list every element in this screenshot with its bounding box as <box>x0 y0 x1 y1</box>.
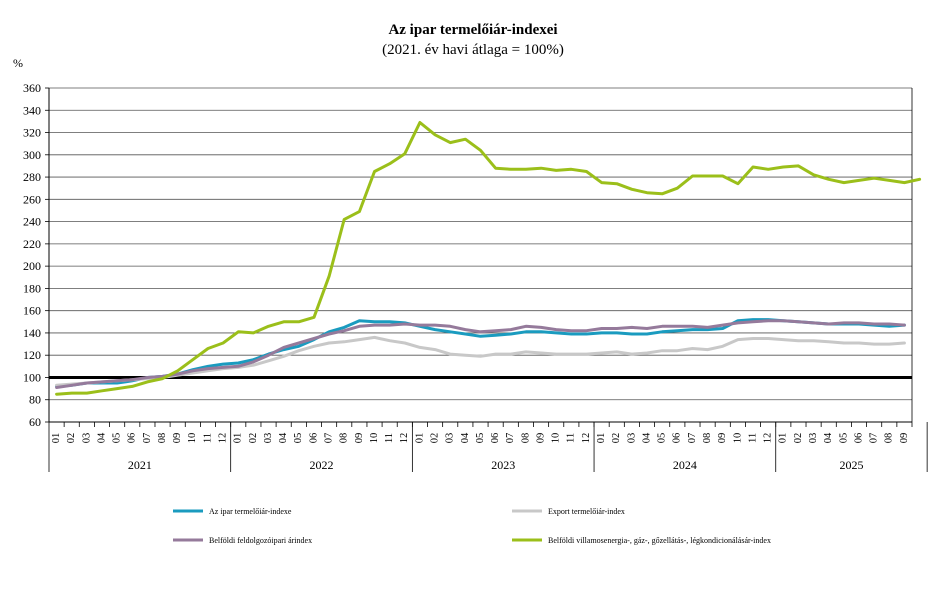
x-tick-label: 10 <box>551 433 562 444</box>
x-tick-label: 10 <box>187 433 198 444</box>
x-tick-label: 01 <box>233 433 244 444</box>
y-tick-label: 360 <box>23 81 41 95</box>
x-tick-label: 01 <box>778 433 789 444</box>
x-tick-label: 02 <box>793 433 804 444</box>
x-tick-label: 07 <box>505 433 516 444</box>
y-tick-label: 120 <box>23 348 41 362</box>
x-tick-label: 06 <box>853 433 864 444</box>
y-tick-label: 240 <box>23 215 41 229</box>
y-tick-label: 320 <box>23 126 41 140</box>
x-tick-label: 12 <box>763 433 774 444</box>
x-tick-label: 07 <box>142 433 153 444</box>
y-tick-label: 200 <box>23 259 41 273</box>
series-line-belfoldi <box>55 121 922 396</box>
x-tick-label: 06 <box>308 433 319 444</box>
chart-title: Az ipar termelőiár-indexei <box>388 22 557 38</box>
x-tick-label: 08 <box>339 433 350 444</box>
y-tick-label: 160 <box>23 304 41 318</box>
x-tick-label: 05 <box>838 433 849 444</box>
x-tick-label: 05 <box>112 433 123 444</box>
x-tick-label: 04 <box>641 432 652 443</box>
legend-label: Belföldi villamosenergia-, gáz-, gőzellá… <box>548 536 771 545</box>
x-tick-label: 12 <box>581 433 592 444</box>
year-label: 2023 <box>491 458 515 472</box>
x-tick-label: 02 <box>430 433 441 444</box>
x-tick-label: 11 <box>202 433 213 443</box>
x-tick-label: 01 <box>414 433 425 444</box>
x-tick-label: 07 <box>687 433 698 444</box>
x-tick-label: 01 <box>51 433 62 444</box>
series-line-export <box>55 335 906 387</box>
x-tick-label: 09 <box>717 433 728 444</box>
x-tick-label: 02 <box>66 433 77 444</box>
x-tick-label: 10 <box>369 433 380 444</box>
legend-label: Export termelőiár-index <box>548 507 625 516</box>
y-tick-label: 220 <box>23 237 41 251</box>
x-tick-label: 10 <box>732 433 743 444</box>
y-tick-label: 300 <box>23 148 41 162</box>
x-tick-label: 04 <box>823 432 834 443</box>
year-label: 2021 <box>128 458 152 472</box>
year-label: 2024 <box>673 458 697 472</box>
x-tick-label: 06 <box>127 433 138 444</box>
x-tick-label: 08 <box>520 433 531 444</box>
x-tick-label: 12 <box>218 433 229 444</box>
x-tick-label: 11 <box>566 433 577 443</box>
y-tick-label: 340 <box>23 103 41 117</box>
x-tick-label: 06 <box>490 433 501 444</box>
x-tick-label: 09 <box>536 433 547 444</box>
series-lines <box>55 121 922 396</box>
y-tick-label: 100 <box>23 370 41 384</box>
legend-label: Az ipar termelőiár-indexe <box>209 507 292 516</box>
y-axis-unit-label: % <box>13 56 23 70</box>
x-tick-label: 03 <box>808 433 819 444</box>
x-tick-label: 07 <box>869 433 880 444</box>
y-tick-label: 140 <box>23 326 41 340</box>
x-tick-label: 05 <box>475 433 486 444</box>
y-axis-ticks: 60 80 100 120 140 160 180 200 220 240 260 280 300 320… <box>23 81 49 429</box>
x-tick-label: 03 <box>626 433 637 444</box>
chart-subtitle: (2021. év havi átlaga = 100%) <box>382 42 564 58</box>
x-tick-label: 03 <box>445 433 456 444</box>
x-tick-label: 03 <box>263 433 274 444</box>
x-axis: 01 02 03 04 05 06 07 08 09 10 11 12 01 02 03 04 05 06 07 08… <box>48 421 928 472</box>
x-tick-label: 11 <box>384 433 395 443</box>
x-tick-label: 09 <box>899 433 910 444</box>
x-tick-label: 06 <box>672 433 683 444</box>
legend: Az ipar termelőiár-indexe Export termelői… <box>173 507 771 545</box>
year-label: 2025 <box>839 458 863 472</box>
x-tick-label: 08 <box>702 433 713 444</box>
y-tick-label: 180 <box>23 281 41 295</box>
year-label: 2022 <box>310 458 334 472</box>
x-tick-label: 08 <box>157 433 168 444</box>
x-tick-label: 01 <box>596 433 607 444</box>
x-tick-label: 08 <box>884 433 895 444</box>
x-tick-label: 02 <box>611 433 622 444</box>
x-tick-label: 09 <box>172 433 183 444</box>
x-tick-label: 07 <box>324 433 335 444</box>
series-line-belfoldi <box>55 319 906 389</box>
x-tick-label: 04 <box>96 432 107 443</box>
x-tick-label: 04 <box>460 432 471 443</box>
legend-label: Belföldi feldolgozóipari árindex <box>209 536 312 545</box>
x-tick-label: 05 <box>657 433 668 444</box>
x-tick-label: 04 <box>278 432 289 443</box>
x-tick-label: 12 <box>399 433 410 444</box>
y-tick-label: 260 <box>23 192 41 206</box>
x-tick-label: 11 <box>747 433 758 443</box>
x-tick-label: 03 <box>81 433 92 444</box>
x-tick-label: 02 <box>248 433 259 444</box>
y-tick-label: 80 <box>29 393 41 407</box>
y-tick-label: 60 <box>29 415 41 429</box>
plot-frame <box>48 88 913 422</box>
y-tick-label: 280 <box>23 170 41 184</box>
x-tick-label: 05 <box>293 433 304 444</box>
x-tick-label: 09 <box>354 433 365 444</box>
